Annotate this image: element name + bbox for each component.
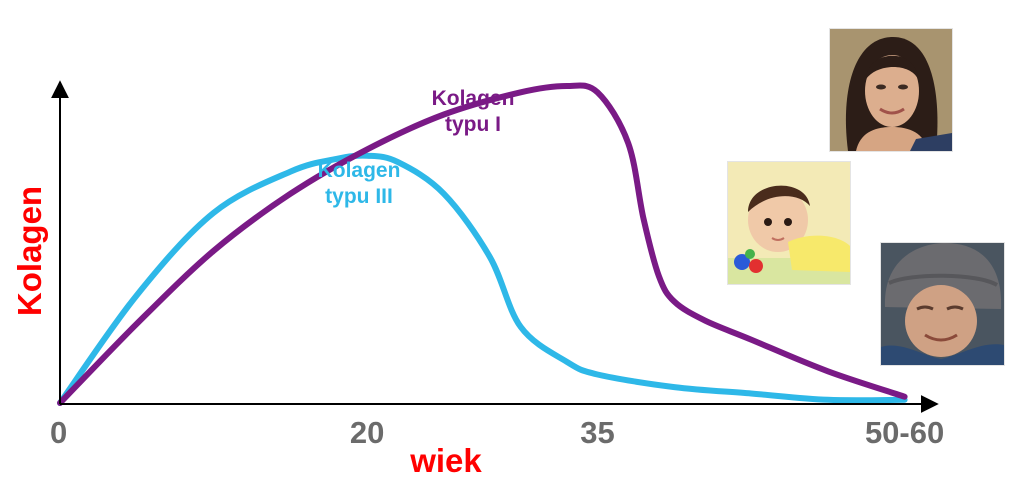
baby-photo	[727, 161, 851, 285]
series-line-type-3	[57, 152, 908, 406]
x-tick-label: 20	[350, 415, 384, 450]
elderly-woman-photo	[880, 242, 1005, 366]
x-tick-label: 50-60	[865, 415, 944, 450]
x-tick-labels: 0 20 35 50-60	[50, 415, 944, 450]
series-label-type-1: Kolagen typu I	[432, 87, 515, 136]
series-line-type-1	[57, 82, 908, 406]
x-tick-label: 35	[580, 415, 614, 450]
young-woman-photo	[829, 28, 953, 152]
x-axis-label: wiek	[409, 442, 482, 479]
curves	[57, 82, 908, 406]
series-labels: Kolagen typu I Kolagen typu III	[318, 87, 515, 208]
series-label-type-3: Kolagen typu III	[318, 159, 401, 208]
y-axis-label: Kolagen	[11, 186, 48, 316]
x-tick-label: 0	[50, 415, 67, 450]
